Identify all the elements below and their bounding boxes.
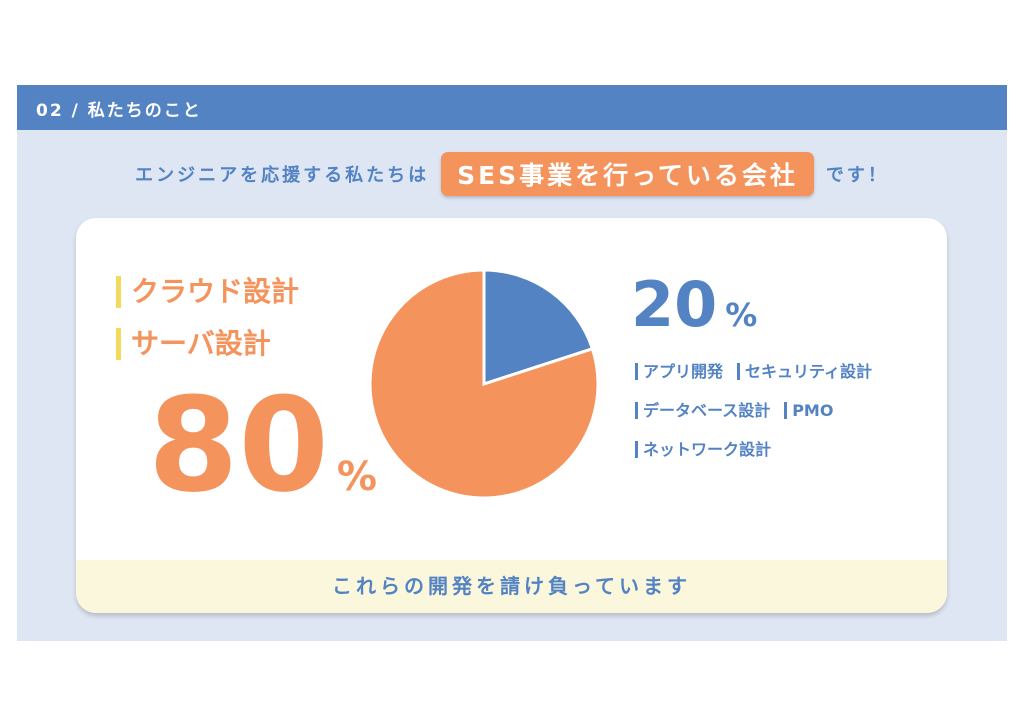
item-app: アプリ開発: [635, 363, 723, 380]
section-title: 02 / 私たちのこと: [36, 101, 202, 121]
item-row: データベース設計 PMO: [635, 402, 935, 419]
item-row: ネットワーク設計: [635, 441, 935, 458]
pie-chart: [368, 268, 600, 500]
content-card: クラウド設計 サーバ設計 80 % 20 % アプリ開発 セキュリティ設計 デー…: [76, 218, 947, 613]
label-server: サーバ設計: [116, 328, 271, 360]
value-20-group: 20 %: [631, 270, 757, 340]
section-header: 02 / 私たちのこと: [17, 85, 1007, 130]
lead-before: エンジニアを応援する私たちは: [135, 165, 430, 186]
unit-20: %: [725, 296, 758, 334]
value-80-group: 80 %: [148, 380, 377, 510]
item-database: データベース設計: [635, 402, 770, 419]
footer-banner: これらの開発を請け負っています: [76, 560, 947, 613]
item-security: セキュリティ設計: [737, 363, 872, 380]
pie-slice-20: [482, 268, 595, 387]
slide: 02 / 私たちのこと エンジニアを応援する私たちは SES事業を行っている会社…: [17, 85, 1007, 641]
pie-slice-80: [368, 268, 600, 500]
value-20: 20: [631, 268, 718, 341]
lead-after: です！: [825, 165, 889, 186]
lead-line: エンジニアを応援する私たちは SES事業を行っている会社 です！: [17, 152, 1007, 196]
unit-80: %: [336, 454, 377, 500]
item-list: アプリ開発 セキュリティ設計 データベース設計 PMO ネットワーク設計: [635, 363, 935, 458]
item-network: ネットワーク設計: [635, 441, 771, 458]
value-80: 80: [148, 369, 329, 521]
item-row: アプリ開発 セキュリティ設計: [635, 363, 935, 380]
label-cloud: クラウド設計: [116, 276, 299, 308]
lead-highlight: SES事業を行っている会社: [441, 152, 814, 196]
item-pmo: PMO: [784, 402, 833, 419]
